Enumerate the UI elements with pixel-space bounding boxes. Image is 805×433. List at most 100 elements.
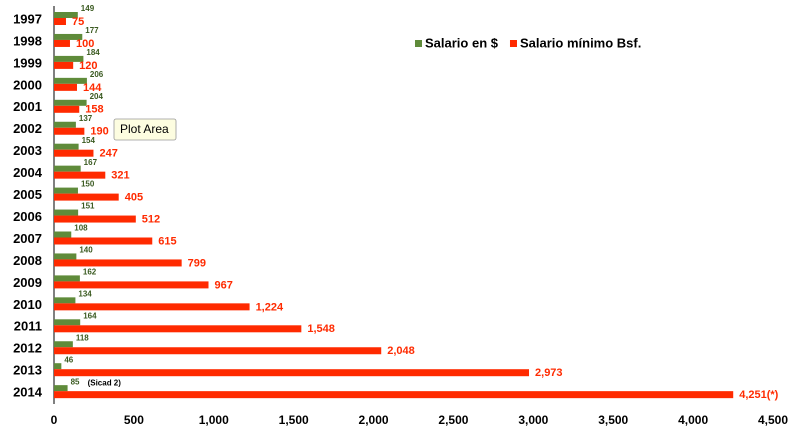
- bar: [54, 33, 83, 40]
- x-tick-label: 3,500: [598, 413, 628, 427]
- value-label: 184: [86, 48, 100, 57]
- value-label: 247: [99, 148, 117, 160]
- value-label: 140: [79, 246, 93, 255]
- value-label: 144: [83, 82, 102, 94]
- annotation: (Sicad 2): [88, 378, 122, 387]
- value-label: 799: [188, 257, 206, 269]
- legend-label: Salario en $: [425, 35, 499, 50]
- tooltip-box: [113, 118, 177, 141]
- bar: [54, 99, 87, 106]
- value-label: 1,224: [256, 301, 284, 313]
- value-label: 108: [74, 224, 88, 233]
- bar: [54, 297, 76, 304]
- value-label: 512: [142, 213, 160, 225]
- bar: [54, 319, 81, 326]
- y-tick-label: 1998: [13, 33, 42, 48]
- bar: [54, 391, 734, 399]
- x-tick-label: 2,000: [359, 413, 389, 427]
- y-tick-label: 2008: [13, 253, 42, 268]
- value-label: 120: [79, 60, 97, 72]
- y-tick-label: 2012: [13, 341, 42, 356]
- value-label: 154: [82, 136, 96, 145]
- y-tick-label: 2002: [13, 121, 42, 136]
- value-label: 158: [85, 104, 103, 116]
- value-label: 967: [215, 279, 233, 291]
- value-label: 1,548: [307, 323, 335, 335]
- x-tick-label: 500: [124, 413, 144, 427]
- y-tick-label: 2009: [13, 275, 42, 290]
- legend-label: Salario mínimo Bsf.: [520, 35, 641, 50]
- bar: [54, 193, 119, 201]
- value-label: 405: [125, 192, 143, 204]
- value-label: 167: [84, 158, 98, 167]
- x-tick-label: 3,000: [518, 413, 548, 427]
- bar: [54, 61, 74, 69]
- value-label: 615: [158, 235, 176, 247]
- y-tick-label: 2000: [13, 77, 42, 92]
- y-tick-label: 2003: [13, 143, 42, 158]
- bar: [54, 171, 106, 179]
- x-tick-label: 4,000: [678, 413, 708, 427]
- y-tick-label: 2013: [13, 363, 42, 378]
- value-label: 46: [64, 355, 73, 364]
- y-tick-label: 2006: [13, 209, 42, 224]
- y-tick-label: 2007: [13, 231, 42, 246]
- value-label: 2,048: [387, 345, 415, 357]
- value-label: 164: [83, 311, 97, 320]
- value-label: 162: [83, 268, 97, 277]
- y-tick-label: 2011: [14, 319, 42, 334]
- y-tick-label: 2010: [13, 297, 42, 312]
- value-label: 85: [71, 377, 80, 386]
- bar: [54, 369, 530, 377]
- y-tick-label: 2004: [13, 165, 43, 180]
- value-label: 134: [78, 289, 92, 298]
- value-label: 118: [76, 333, 89, 342]
- bar: [54, 165, 81, 172]
- y-tick-label: 1999: [13, 55, 42, 70]
- value-label: 149: [81, 4, 95, 13]
- bar: [54, 83, 78, 91]
- bar: [54, 303, 250, 311]
- y-tick-label: 1997: [13, 11, 42, 26]
- bar: [54, 209, 79, 216]
- x-tick-label: 1,500: [279, 413, 309, 427]
- y-tick-label: 2005: [13, 187, 42, 202]
- value-label: 177: [85, 26, 99, 35]
- legend-swatch: [415, 40, 422, 47]
- bar: [54, 347, 382, 355]
- value-label: 150: [81, 180, 95, 189]
- x-tick-label: 0: [51, 413, 58, 427]
- value-label: 321: [111, 170, 129, 182]
- bar: [54, 259, 182, 267]
- bar: [54, 341, 73, 348]
- y-tick-label: 2001: [13, 99, 42, 114]
- legend-swatch: [509, 40, 517, 47]
- bar: [54, 325, 302, 333]
- bar: [54, 105, 80, 113]
- bar: [54, 275, 80, 282]
- y-tick-label: 2014: [13, 385, 43, 400]
- value-label: 4,251(*): [739, 389, 778, 401]
- bar: [54, 121, 76, 128]
- value-label: 206: [90, 70, 104, 79]
- bar: [54, 18, 66, 25]
- value-label: 2,973: [535, 367, 563, 379]
- value-label: 151: [81, 202, 95, 211]
- bar: [54, 237, 153, 245]
- bar: [54, 215, 136, 223]
- bar: [54, 253, 77, 260]
- bar: [54, 149, 94, 157]
- value-label: 204: [90, 92, 104, 101]
- value-label: 137: [79, 114, 93, 123]
- bar: [54, 385, 68, 392]
- value-label: 75: [72, 16, 84, 28]
- x-tick-label: 1,000: [199, 413, 229, 427]
- bar: [54, 281, 209, 289]
- x-tick-label: 2,500: [438, 413, 468, 427]
- value-label: 100: [76, 38, 94, 50]
- x-tick-label: 4,500: [758, 413, 788, 427]
- bar: [54, 12, 78, 18]
- tooltip: Plot Area: [120, 122, 169, 136]
- value-label: 190: [90, 126, 108, 138]
